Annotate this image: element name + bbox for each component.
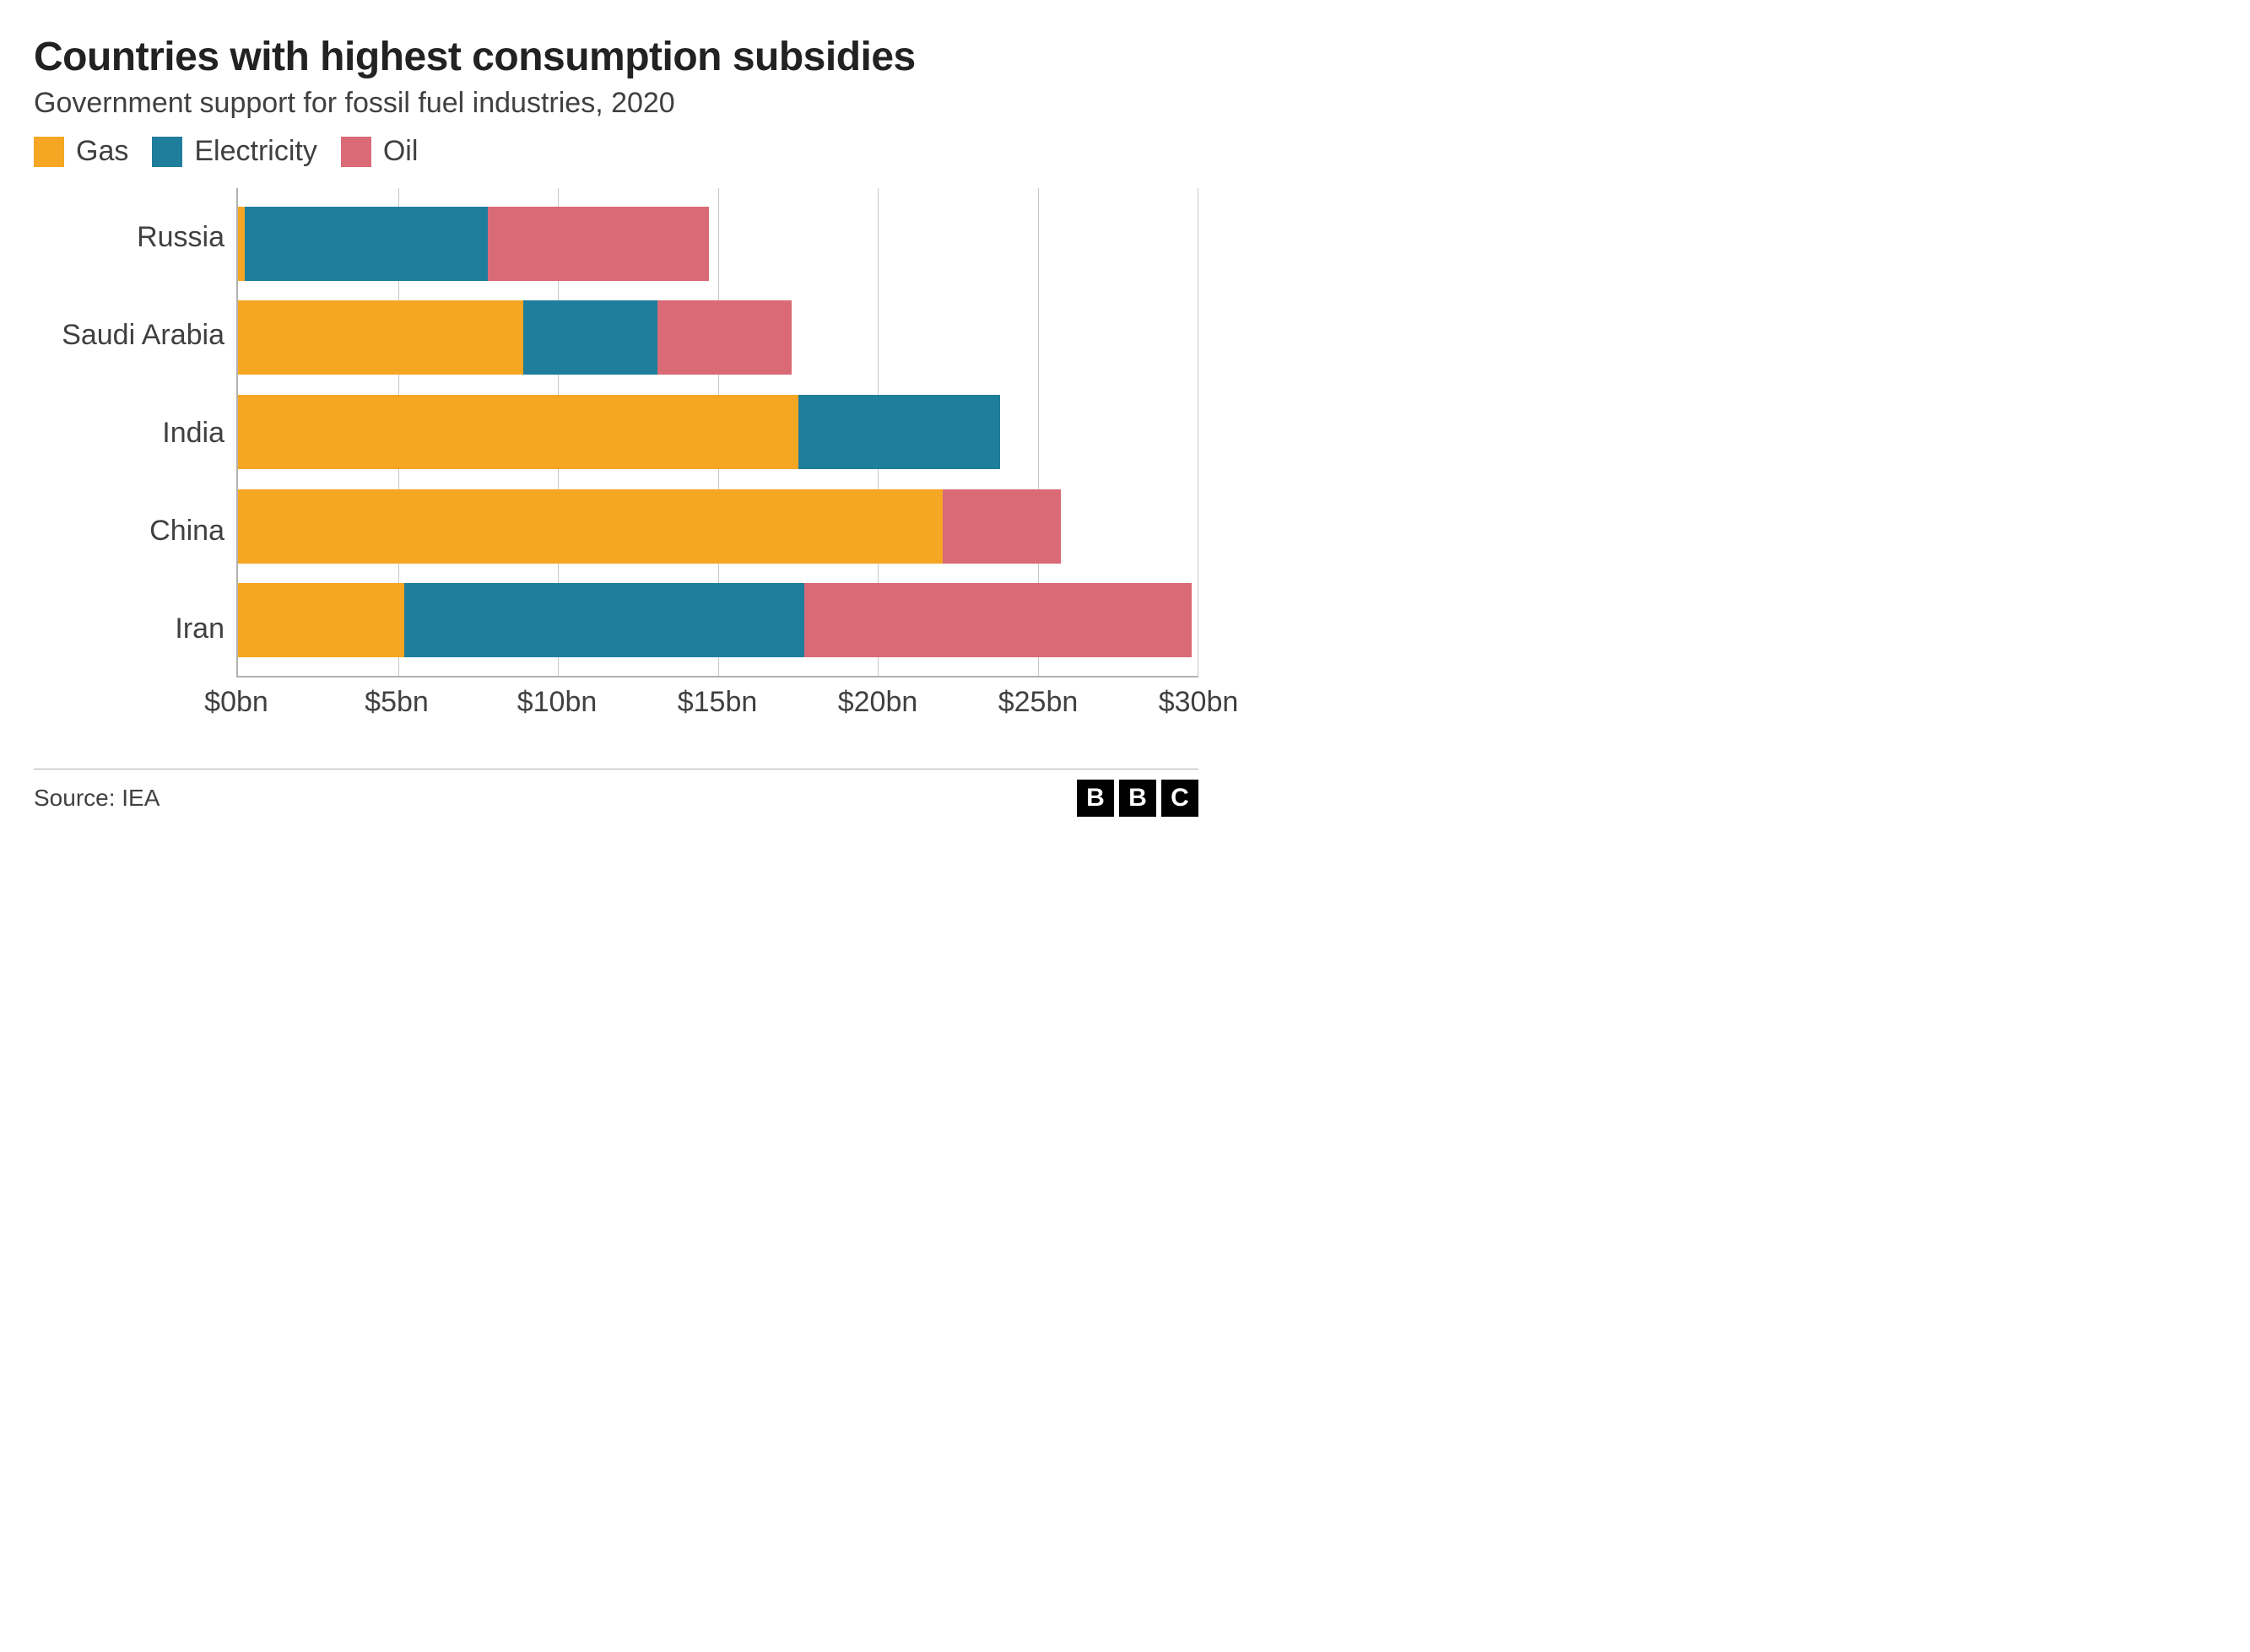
bbc-logo: BBC: [1077, 780, 1198, 817]
bars-wrapper: [236, 188, 1198, 678]
bar-segment-oil: [657, 300, 792, 375]
x-ticks: $0bn$5bn$10bn$15bn$20bn$25bn$30bn: [236, 686, 1198, 721]
bbc-logo-letter: B: [1077, 780, 1114, 817]
footer: Source: IEA BBC: [34, 769, 1198, 817]
bar-segment-oil: [804, 583, 1192, 657]
bar-segment-oil: [488, 207, 709, 281]
legend-item-electricity: Electricity: [152, 135, 316, 168]
y-label-india: India: [34, 386, 224, 480]
y-label-china: China: [34, 483, 224, 578]
bar-row-saudi-arabia: [238, 300, 1198, 375]
y-label-saudi-arabia: Saudi Arabia: [34, 288, 224, 382]
bar-segment-gas: [238, 395, 798, 469]
legend: Gas Electricity Oil: [34, 135, 1198, 168]
y-label-iran: Iran: [34, 581, 224, 676]
bar-row-iran: [238, 583, 1198, 657]
x-tick-label: $15bn: [678, 686, 758, 719]
x-tick-label: $10bn: [517, 686, 598, 719]
x-tick-label: $30bn: [1159, 686, 1239, 719]
chart-subtitle: Government support for fossil fuel indus…: [34, 87, 1198, 120]
source-label: Source: IEA: [34, 785, 160, 812]
bar-segment-gas: [238, 583, 404, 657]
x-tick-label: $25bn: [998, 686, 1079, 719]
legend-label: Gas: [76, 135, 128, 168]
bar-segment-oil: [943, 489, 1061, 564]
legend-item-oil: Oil: [341, 135, 419, 168]
bar-segment-gas: [238, 489, 943, 564]
bars: [238, 188, 1198, 676]
x-tick-label: $0bn: [204, 686, 268, 719]
bar-segment-electricity: [245, 207, 488, 281]
bbc-logo-letter: C: [1161, 780, 1198, 817]
bar-row-india: [238, 395, 1198, 469]
bbc-logo-letter: B: [1119, 780, 1156, 817]
legend-item-gas: Gas: [34, 135, 128, 168]
y-axis-labels: RussiaSaudi ArabiaIndiaChinaIran: [34, 188, 236, 678]
bar-segment-electricity: [404, 583, 804, 657]
y-label-russia: Russia: [34, 190, 224, 284]
x-tick-label: $5bn: [365, 686, 429, 719]
bar-row-russia: [238, 207, 1198, 281]
x-tick-label: $20bn: [838, 686, 918, 719]
legend-swatch: [341, 137, 371, 167]
plot-area: RussiaSaudi ArabiaIndiaChinaIran: [34, 188, 1198, 678]
legend-swatch: [152, 137, 182, 167]
bar-segment-gas: [238, 300, 523, 375]
x-axis: $0bn$5bn$10bn$15bn$20bn$25bn$30bn: [236, 686, 1198, 721]
legend-swatch: [34, 137, 64, 167]
bar-row-china: [238, 489, 1198, 564]
legend-label: Oil: [383, 135, 419, 168]
chart-container: Countries with highest consumption subsi…: [34, 34, 1198, 817]
bar-segment-electricity: [523, 300, 657, 375]
bar-segment-gas: [238, 207, 245, 281]
legend-label: Electricity: [194, 135, 316, 168]
bar-segment-electricity: [798, 395, 1000, 469]
chart-title: Countries with highest consumption subsi…: [34, 34, 1198, 80]
